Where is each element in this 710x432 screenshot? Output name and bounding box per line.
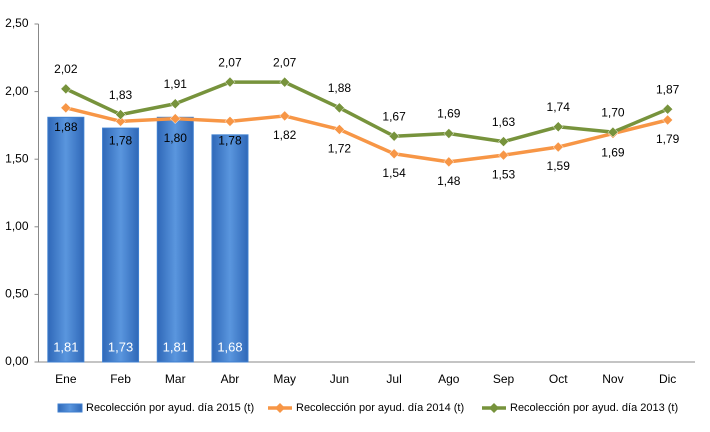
line — [65, 106, 669, 164]
x-tick-label: Nov — [602, 372, 623, 386]
bar-value-label: 1,68 — [217, 339, 242, 354]
marker — [60, 102, 72, 114]
marker — [552, 141, 564, 153]
y-tick-label: 2,50 — [5, 16, 29, 30]
x-tick-label: Ene — [55, 372, 77, 386]
legend-label: Recolección por ayud. día 2014 (t) — [296, 402, 464, 414]
line-value-label: 1,88 — [328, 81, 352, 95]
line — [65, 80, 669, 144]
marker — [60, 83, 72, 95]
marker — [552, 121, 564, 133]
x-tick-label: Sep — [493, 372, 515, 386]
line-value-label: 2,02 — [54, 62, 78, 76]
line-value-label: 2,07 — [218, 55, 242, 69]
x-tick-label: Jun — [330, 372, 349, 386]
line-value-label: 1,79 — [656, 132, 680, 146]
marker — [388, 130, 400, 142]
x-tick-label: May — [273, 372, 296, 386]
line-value-label: 2,07 — [273, 55, 297, 69]
y-tick-label: 1,50 — [5, 151, 29, 165]
line-value-label: 1,48 — [437, 174, 461, 188]
line-value-label: 1,63 — [492, 115, 516, 129]
y-tick-label: 2,00 — [5, 84, 29, 98]
marker — [443, 128, 455, 139]
marker — [443, 156, 455, 168]
bar — [102, 127, 140, 363]
marker — [388, 148, 400, 160]
marker — [607, 126, 619, 138]
bar-value-label: 1,81 — [163, 339, 188, 354]
x-tick-label: Ago — [438, 372, 460, 386]
marker — [279, 76, 291, 88]
line-value-label: 1,54 — [382, 166, 406, 180]
legend-swatch — [57, 403, 83, 413]
line-value-label: 1,72 — [328, 142, 352, 156]
line-value-label: 1,80 — [164, 131, 188, 145]
marker — [224, 76, 236, 88]
line-value-label: 1,78 — [109, 134, 133, 148]
line-value-label: 1,74 — [547, 100, 571, 114]
line-value-label: 1,88 — [54, 120, 78, 134]
marker — [498, 136, 509, 147]
legend-label: Recolección por ayud. día 2013 (t) — [510, 402, 678, 414]
legend-label: Recolección por ayud. día 2015 (t) — [86, 402, 254, 414]
marker — [334, 124, 345, 135]
marker — [334, 102, 345, 114]
y-tick-label: 0,00 — [5, 354, 29, 368]
line-value-label: 1,87 — [656, 82, 680, 96]
marker — [662, 103, 673, 115]
marker — [115, 109, 126, 120]
x-tick-label: Feb — [110, 372, 131, 386]
bar — [156, 116, 194, 363]
marker — [498, 149, 509, 161]
marker — [169, 98, 181, 110]
bar-value-label: 1,73 — [108, 339, 133, 354]
line-value-label: 1,83 — [109, 88, 133, 102]
marker — [662, 114, 673, 126]
x-tick-label: Abr — [221, 372, 240, 386]
y-tick-label: 1,00 — [5, 219, 29, 233]
bar — [211, 134, 249, 363]
x-tick-label: Dic — [659, 372, 676, 386]
y-tick-label: 0,50 — [5, 287, 29, 301]
marker — [115, 115, 126, 127]
marker — [169, 113, 181, 124]
line-value-label: 1,59 — [547, 159, 571, 173]
line-value-label: 1,91 — [164, 77, 188, 91]
marker — [224, 115, 236, 127]
line-value-label: 1,67 — [382, 109, 406, 123]
line-value-label: 1,78 — [218, 134, 242, 148]
line-value-label: 1,82 — [273, 128, 297, 142]
x-tick-label: Jul — [386, 372, 401, 386]
legend-marker — [489, 403, 499, 413]
line-value-label: 1,53 — [492, 167, 516, 181]
x-tick-label: Mar — [165, 372, 186, 386]
bar — [47, 116, 85, 363]
marker — [279, 110, 291, 122]
line-value-label: 1,70 — [601, 105, 625, 119]
bar-value-label: 1,81 — [53, 339, 78, 354]
x-tick-label: Oct — [549, 372, 568, 386]
legend-marker — [275, 403, 285, 413]
line-value-label: 1,69 — [437, 107, 461, 121]
line-value-label: 1,69 — [601, 146, 625, 160]
